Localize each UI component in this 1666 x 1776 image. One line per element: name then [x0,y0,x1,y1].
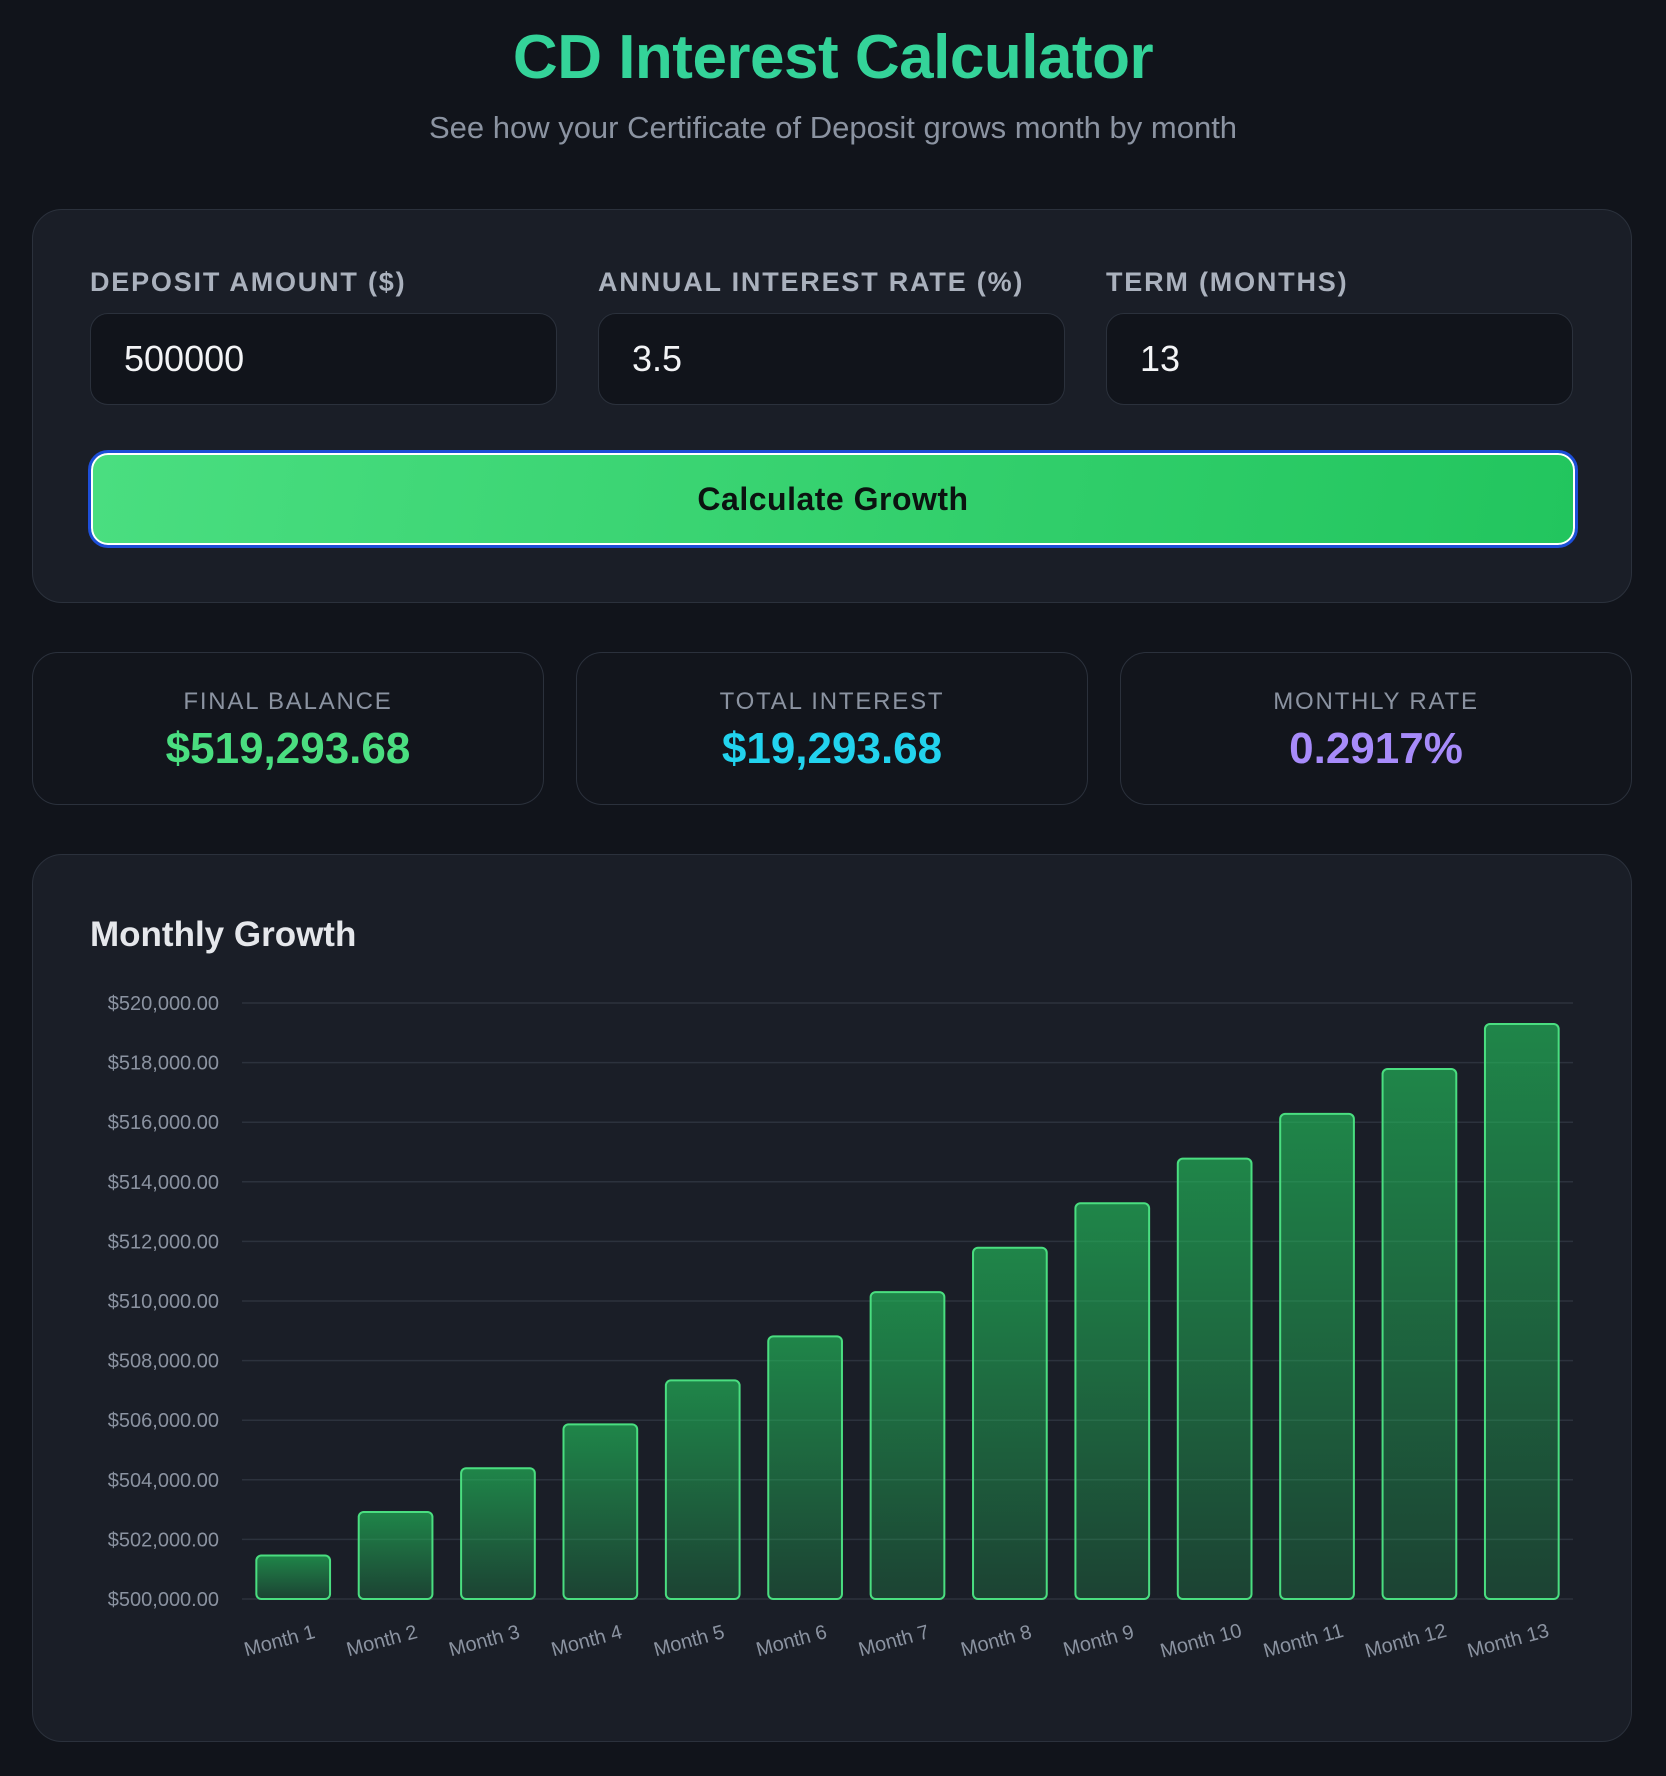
x-tick-label: Month 11 [1261,1620,1346,1662]
y-tick-label: $514,000.00 [108,1172,219,1194]
y-tick-label: $504,000.00 [108,1470,219,1492]
x-tick-label: Month 1 [242,1621,317,1661]
bar-month-3[interactable] [460,1467,536,1600]
final-balance-value: $519,293.68 [165,724,411,773]
bar-month-5[interactable] [664,1379,741,1600]
calculate-growth-button[interactable]: Calculate Growth [88,450,1578,548]
x-tick-label: Month 10 [1158,1620,1244,1663]
bar-month-13[interactable] [1483,1023,1560,1600]
x-tick-label: Month 2 [344,1621,419,1661]
y-tick-label: $506,000.00 [108,1410,219,1432]
x-tick-label: Month 7 [856,1621,931,1661]
bar-month-2[interactable] [357,1510,434,1601]
final-balance-card: Final Balance $519,293.68 [32,652,544,805]
deposit-field: Deposit Amount ($) [90,266,557,405]
bar-month-9[interactable] [1074,1202,1151,1600]
monthly-growth-chart: $500,000.00 $502,000.00 $504,000.00 $506,00… [108,993,1573,1663]
rate-input[interactable] [598,313,1065,405]
bar-month-4[interactable] [562,1423,639,1600]
bar-month-1[interactable] [255,1554,332,1600]
page-title: CD Interest Calculator [512,23,1154,92]
monthly-rate-card: Monthly Rate 0.2917% [1120,652,1632,805]
x-tick-label: Month 5 [651,1621,726,1661]
term-label: Term (Months) [1106,267,1349,297]
chart-panel: Monthly Growth $500,000.00 $502,000.00 $50… [32,854,1632,1742]
y-tick-label: $510,000.00 [108,1291,219,1313]
y-tick-label: $518,000.00 [108,1053,219,1075]
rate-field: Annual Interest Rate (%) [598,266,1065,405]
x-tick-label: Month 8 [959,1621,1034,1661]
bar-month-7[interactable] [869,1291,946,1600]
chart-title: Monthly Growth [90,915,357,954]
x-tick-label: Month 13 [1465,1620,1551,1663]
x-tick-label: Month 12 [1363,1620,1449,1663]
bar-month-8[interactable] [972,1246,1048,1600]
monthly-rate-label: Monthly Rate [1273,688,1479,715]
deposit-input[interactable] [90,313,557,405]
y-tick-label: $520,000.00 [108,993,219,1015]
rate-label: Annual Interest Rate (%) [598,267,1025,297]
input-form-panel: Deposit Amount ($) Annual Interest Rate … [32,209,1632,603]
page-subtitle: See how your Certificate of Deposit grow… [428,110,1238,145]
final-balance-label: Final Balance [183,688,393,715]
x-tick-label: Month 9 [1061,1621,1136,1661]
x-tick-label: Month 3 [447,1621,522,1661]
bar-month-6[interactable] [767,1335,843,1600]
bar-month-11[interactable] [1279,1112,1355,1600]
term-input[interactable] [1106,313,1573,405]
y-tick-label: $500,000.00 [108,1589,219,1611]
deposit-label: Deposit Amount ($) [90,267,407,297]
total-interest-card: Total Interest $19,293.68 [576,652,1088,805]
bar-month-10[interactable] [1176,1157,1253,1600]
y-tick-label: $508,000.00 [108,1351,219,1373]
x-tick-label: Month 6 [754,1621,829,1661]
x-tick-label: Month 4 [549,1621,624,1661]
total-interest-label: Total Interest [719,688,945,715]
bar-month-12[interactable] [1381,1068,1458,1600]
y-tick-label: $512,000.00 [108,1231,219,1253]
monthly-rate-value: 0.2917% [1289,724,1463,773]
total-interest-value: $19,293.68 [721,724,943,773]
y-tick-label: $502,000.00 [108,1529,219,1551]
term-field: Term (Months) [1106,266,1573,405]
y-tick-label: $516,000.00 [108,1112,219,1134]
